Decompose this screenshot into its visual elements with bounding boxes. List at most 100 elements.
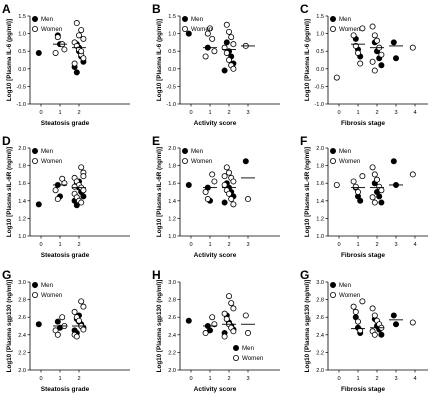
x-tick-label: 0 <box>189 110 192 116</box>
data-point-women <box>333 181 340 188</box>
y-tick-label: 1.0 <box>168 32 176 38</box>
y-axis-label: Log10 [Plasma IL-6 (pg/ml)] <box>6 19 13 101</box>
data-point-women <box>209 314 216 321</box>
data-point-women <box>202 330 209 337</box>
data-point-women <box>225 190 232 197</box>
legend-label: Women <box>242 355 264 362</box>
data-point-women <box>350 32 357 39</box>
data-point-women <box>225 28 232 35</box>
data-point-women <box>359 25 366 32</box>
data-point-women <box>359 298 366 305</box>
x-tick-label: 4 <box>413 110 416 116</box>
data-point-women <box>221 333 228 340</box>
data-point-men <box>378 331 385 338</box>
x-tick-label: 1 <box>58 242 61 248</box>
x-tick-label: 3 <box>394 110 397 116</box>
y-tick-label: 1.0 <box>316 32 324 38</box>
legend-marker-men <box>32 147 39 154</box>
x-tick-label: 2 <box>375 110 378 116</box>
data-point-men <box>357 197 364 204</box>
data-point-women <box>223 164 230 171</box>
data-point-men <box>54 318 61 325</box>
x-axis-label: Activity score <box>194 252 237 259</box>
data-point-women <box>206 25 213 32</box>
legend-marker-men <box>32 15 39 22</box>
data-point-women <box>52 49 59 56</box>
data-point-women <box>221 44 228 51</box>
data-point-women <box>409 319 416 326</box>
data-point-men <box>185 30 192 37</box>
y-tick-label: -0.5 <box>166 84 176 90</box>
y-tick-label: 2.8 <box>18 298 26 304</box>
y-tick-label: -1.0 <box>314 102 324 108</box>
legend-marker-women <box>32 291 39 298</box>
y-tick-label: 0.0 <box>168 67 176 73</box>
panel-label: D <box>2 134 11 148</box>
data-point-women <box>369 194 376 201</box>
data-point-women <box>223 315 230 322</box>
y-tick-label: 2.8 <box>316 298 324 304</box>
x-tick-label: 0 <box>337 242 340 248</box>
data-point-women <box>230 178 237 185</box>
legend-label: Women <box>41 26 63 33</box>
data-point-women <box>78 199 85 206</box>
data-point-women <box>354 188 361 195</box>
legend-marker-women <box>232 354 239 361</box>
x-tick-label: 0 <box>189 242 192 248</box>
data-point-women <box>204 196 211 203</box>
data-point-women <box>373 176 380 183</box>
data-point-women <box>357 327 364 334</box>
y-tick-label: 1.6 <box>18 181 26 187</box>
data-point-women <box>369 305 376 312</box>
y-tick-label: 1.5 <box>18 14 26 20</box>
data-point-women <box>211 321 218 328</box>
y-tick-label: 0.0 <box>316 67 324 73</box>
x-tick-label: 0 <box>189 376 192 382</box>
panel-2: B -1.0 -0.5 0.0 0.5 1.0 1.5 0 1 2 3 Activity score L… <box>152 2 280 127</box>
x-tick-label: 2 <box>77 376 80 382</box>
data-point-women <box>225 169 232 176</box>
y-tick-label: 1.4 <box>316 199 324 205</box>
data-point-women <box>230 305 237 312</box>
data-point-women <box>350 303 357 310</box>
y-tick-label: 2.6 <box>316 315 324 321</box>
x-tick-label: 3 <box>394 242 397 248</box>
x-axis-label: Steatosis grade <box>41 386 90 393</box>
y-tick-label: 1.8 <box>316 164 324 170</box>
y-tick-label: -1.0 <box>16 102 26 108</box>
y-tick-label: 2.4 <box>316 333 324 339</box>
panel-9: G 2.0 2.2 2.4 2.6 2.8 3.0 0 1 2 3 4 Fibrosis stage Lo… <box>300 268 428 393</box>
panel-4: D 1.0 1.2 1.4 1.6 1.8 2.0 0 1 2 Steatosis grade Log… <box>2 134 130 259</box>
data-point-women <box>357 60 364 67</box>
data-point-women <box>354 318 361 325</box>
legend-label: Men <box>191 148 204 155</box>
legend-marker-men <box>232 344 239 351</box>
x-tick-label: 2 <box>227 376 230 382</box>
data-point-women <box>202 53 209 60</box>
y-tick-label: 3.0 <box>316 280 324 286</box>
data-point-women <box>371 67 378 74</box>
data-point-men <box>35 321 42 328</box>
data-point-women <box>244 196 251 203</box>
y-tick-label: 1.6 <box>316 181 324 187</box>
data-point-women <box>54 34 61 41</box>
data-point-women <box>76 32 83 39</box>
x-tick-label: 3 <box>246 376 249 382</box>
data-point-men <box>185 181 192 188</box>
data-point-women <box>73 20 80 27</box>
y-axis-label: Log10 [Plasma sIL-6R (ng/ml)] <box>156 147 163 237</box>
y-tick-label: 1.6 <box>168 181 176 187</box>
data-point-women <box>71 308 78 315</box>
x-tick-label: 2 <box>375 242 378 248</box>
x-tick-label: 1 <box>58 110 61 116</box>
x-axis-label: Fibrosis stage <box>341 120 385 127</box>
y-tick-label: 1.2 <box>168 216 176 222</box>
legend-marker-women <box>181 157 188 164</box>
data-point-women <box>354 49 361 56</box>
y-tick-label: 2.2 <box>168 350 176 356</box>
data-point-women <box>371 312 378 319</box>
data-point-women <box>61 46 68 53</box>
x-tick-label: 4 <box>413 242 416 248</box>
data-point-women <box>80 55 87 62</box>
